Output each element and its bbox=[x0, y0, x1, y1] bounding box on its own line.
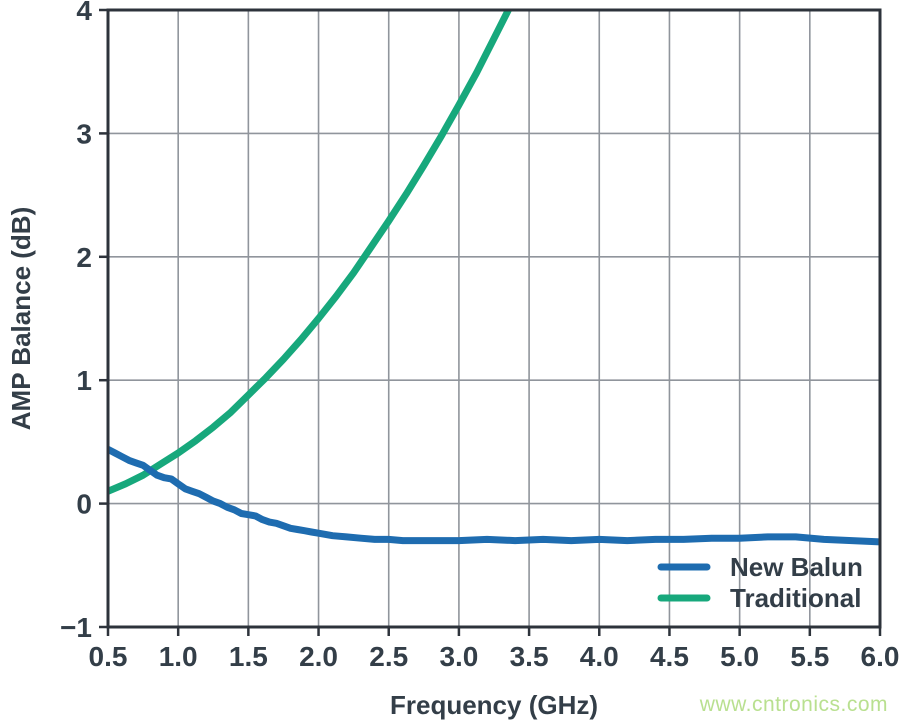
x-tick-label: 2.5 bbox=[369, 641, 408, 672]
axis-tick-labels: 0.5 1.0 1.5 2.0 2.5 3.0 3.5 4.0 4.5 5.0 5.5 6.0 −1 0 1… bbox=[60, 0, 899, 672]
y-tick-label: 0 bbox=[76, 489, 92, 520]
legend-item-traditional: Traditional bbox=[657, 583, 861, 613]
axis-ticks bbox=[99, 8, 882, 636]
x-tick-label: 1.5 bbox=[229, 641, 268, 672]
x-axis-title: Frequency (GHz) bbox=[390, 690, 598, 720]
series-line-traditional bbox=[108, 10, 513, 495]
plot-grid bbox=[108, 10, 880, 627]
x-tick-label: 4.5 bbox=[650, 641, 689, 672]
y-tick-label: 4 bbox=[76, 0, 92, 26]
y-tick-label: 1 bbox=[76, 365, 92, 396]
x-tick-label: 1.0 bbox=[159, 641, 198, 672]
x-tick-label: 5.0 bbox=[720, 641, 759, 672]
x-tick-label: 4.0 bbox=[580, 641, 619, 672]
legend-item-new-balun: New Balun bbox=[657, 552, 863, 582]
y-axis-title: AMP Balance (dB) bbox=[6, 207, 36, 430]
y-tick-label: 3 bbox=[76, 118, 92, 149]
x-tick-label: 0.5 bbox=[89, 641, 128, 672]
legend-label: Traditional bbox=[730, 583, 861, 613]
plot-border bbox=[106, 8, 882, 629]
x-tick-label: 2.0 bbox=[299, 641, 338, 672]
legend-label: New Balun bbox=[730, 552, 863, 582]
y-tick-label: −1 bbox=[60, 612, 92, 643]
y-tick-label: 2 bbox=[76, 242, 92, 273]
series-line-new-balun bbox=[108, 445, 880, 546]
x-tick-label: 3.0 bbox=[439, 641, 478, 672]
x-tick-label: 5.5 bbox=[790, 641, 829, 672]
x-tick-label: 3.5 bbox=[510, 641, 549, 672]
x-tick-label: 6.0 bbox=[861, 641, 900, 672]
series-curves bbox=[108, 10, 880, 546]
watermark-text: www.cntronics.com bbox=[699, 693, 888, 716]
